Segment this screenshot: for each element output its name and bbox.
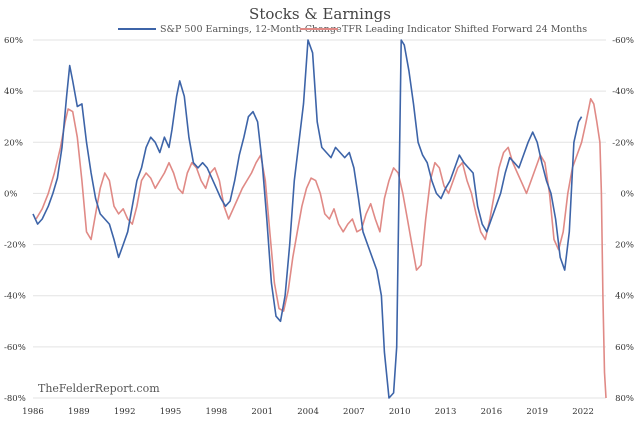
series-line-tfr [35,98,607,399]
right-tick-label: 20% [615,241,634,251]
x-tick-label: 2001 [251,407,273,417]
x-tick-label: 1998 [206,407,228,417]
x-tick-label: 2022 [572,407,594,417]
x-tick-label: 2010 [389,407,411,417]
series-line-earnings [32,39,583,399]
left-tick-label: -40% [4,292,26,302]
left-tick-label: 40% [4,87,23,97]
legend-label-earnings: S&P 500 Earnings, 12-Month Change [160,24,342,35]
right-tick-label: 80% [615,394,634,404]
x-tick-label: 1992 [114,407,136,417]
legend: S&P 500 Earnings, 12-Month Change TFR Le… [118,24,587,35]
right-tick-label: 0% [621,189,635,199]
legend-label-tfr: TFR Leading Indicator Shifted Forward 24… [342,24,587,35]
series-layer [32,39,607,399]
right-axis: -60% -40% -20% 0% 20% 40% 60% 80% [612,36,634,404]
right-tick-label: -60% [612,36,634,46]
left-tick-label: 0% [4,189,18,199]
watermark: TheFelderReport.com [38,382,160,395]
right-tick-label: 60% [615,343,634,353]
chart-title: Stocks & Earnings [249,5,391,23]
x-axis: 1986 1989 1992 1995 1998 2001 2004 2007 2010 2013… [22,407,594,417]
right-tick-label: 40% [615,292,634,302]
gridlines [33,39,606,399]
left-tick-label: -60% [4,343,26,353]
x-tick-label: 2016 [481,407,503,417]
x-tick-label: 2004 [297,407,319,417]
left-tick-label: 20% [4,138,23,148]
right-tick-label: -20% [612,138,634,148]
left-tick-label: -80% [4,394,26,404]
right-tick-label: -40% [612,87,634,97]
x-tick-label: 1995 [160,407,182,417]
left-axis: 60% 40% 20% 0% -20% -40% -60% -80% [4,36,26,404]
x-tick-label: 2013 [435,407,457,417]
left-tick-label: 60% [4,36,23,46]
x-tick-label: 2019 [526,407,548,417]
x-tick-label: 1989 [68,407,90,417]
x-tick-label: 1986 [22,407,44,417]
left-tick-label: -20% [4,241,26,251]
x-tick-label: 2007 [343,407,365,417]
